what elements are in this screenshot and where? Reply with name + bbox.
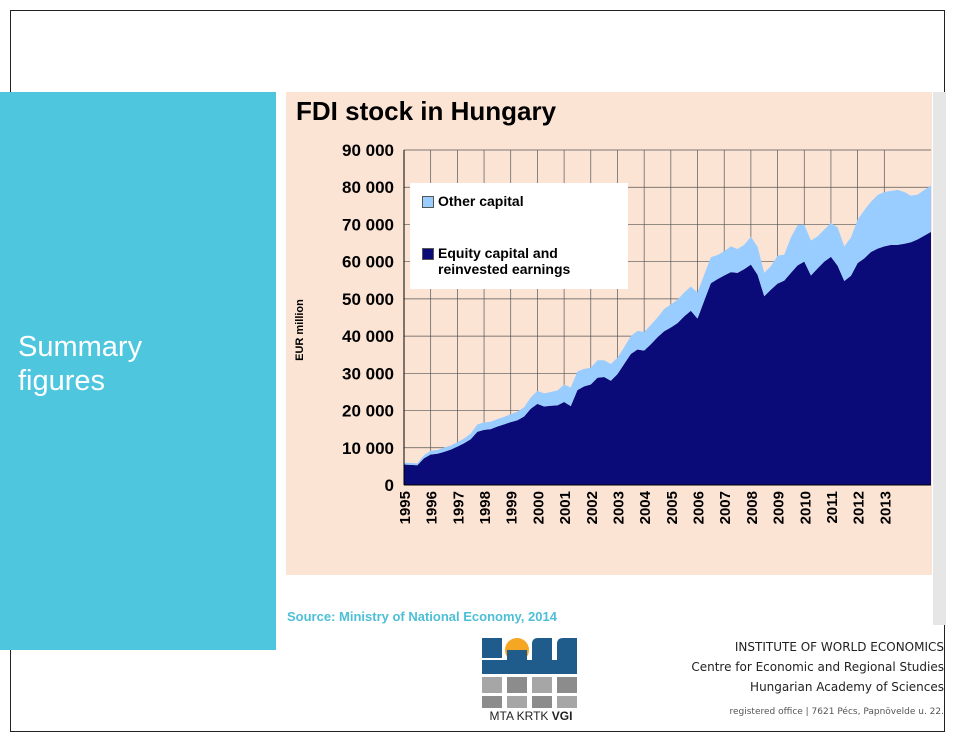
x-tick-label: 2005: [664, 491, 681, 524]
logo-block: [557, 677, 577, 693]
section-title: Summary figures: [18, 331, 143, 397]
x-tick-label: 2010: [797, 491, 814, 524]
x-tick-label: 2013: [877, 491, 894, 524]
address: registered office | 7621 Pécs, Papnöveld…: [729, 707, 944, 717]
logo-block: [507, 677, 527, 693]
legend-label: Equity capital and reinvested earnings: [438, 245, 571, 277]
logo-text-bold: VGI: [551, 709, 573, 723]
y-tick-label: 90 000: [342, 141, 394, 160]
side-strip: [933, 92, 946, 625]
legend-swatch: [422, 196, 434, 208]
y-axis-label: EUR million: [294, 299, 306, 361]
x-tick-label: 2004: [637, 490, 654, 524]
y-tick-label: 80 000: [342, 178, 394, 197]
y-tick-label: 60 000: [342, 253, 394, 272]
x-tick-label: 2008: [744, 491, 761, 524]
logo-block: [532, 696, 552, 708]
logo: [482, 638, 577, 708]
x-tick-label: 1995: [397, 491, 414, 524]
x-tick-label: 2006: [691, 491, 708, 524]
y-tick-label: 20 000: [342, 402, 394, 421]
logo-block: [557, 638, 577, 660]
y-tick-label: 40 000: [342, 327, 394, 346]
x-tick-label: 2011: [824, 491, 841, 524]
x-tick-label: 2012: [851, 491, 868, 524]
logo-block: [532, 638, 552, 660]
legend-entry: Equity capital and reinvested earnings: [422, 245, 592, 277]
institute-name: INSTITUTE OF WORLD ECONOMICS: [734, 640, 944, 654]
x-tick-label: 1998: [477, 491, 494, 524]
x-tick-label: 2002: [584, 491, 601, 524]
chart-title: FDI stock in Hungary: [296, 96, 557, 126]
y-tick-label: 70 000: [342, 215, 394, 234]
logo-block: [482, 677, 502, 693]
y-tick-label: 50 000: [342, 290, 394, 309]
y-tick-label: 30 000: [342, 364, 394, 383]
logo-block: [482, 660, 577, 674]
logo-block: [557, 696, 577, 708]
area: [404, 231, 931, 485]
x-tick-label: 2003: [610, 491, 627, 524]
legend: Other capital Equity capital and reinvest…: [410, 183, 628, 289]
x-tick-label: 1996: [424, 491, 441, 524]
x-tick-label: 2000: [530, 491, 547, 524]
institute-line: Hungarian Academy of Sciences: [750, 680, 944, 694]
legend-entry: Other capital: [422, 193, 622, 209]
institute-line: Centre for Economic and Regional Studies: [691, 660, 944, 674]
logo-text: MTA KRTK: [489, 709, 549, 723]
y-tick-label: 0: [385, 476, 394, 495]
x-tick-label: 1997: [450, 491, 467, 524]
area: [404, 185, 931, 466]
logo-block: [482, 696, 502, 708]
logo-block: [507, 696, 527, 708]
logo-block: [507, 650, 527, 660]
x-tick-label: 2007: [717, 491, 734, 524]
x-tick-label: 2001: [557, 491, 574, 524]
section-panel: [0, 92, 276, 650]
source-note: Source: Ministry of National Economy, 20…: [287, 609, 557, 624]
logo-block: [532, 677, 552, 693]
logo-block: [482, 638, 502, 658]
legend-swatch: [422, 248, 434, 260]
x-tick-label: 1999: [504, 491, 521, 524]
logo-caption: MTA KRTK VGI: [470, 709, 592, 723]
x-tick-label: 2009: [771, 491, 788, 524]
y-tick-label: 10 000: [342, 439, 394, 458]
chart: FDI stock in Hungary EUR million 0 10 000…: [286, 92, 932, 575]
legend-label: Other capital: [438, 193, 524, 209]
